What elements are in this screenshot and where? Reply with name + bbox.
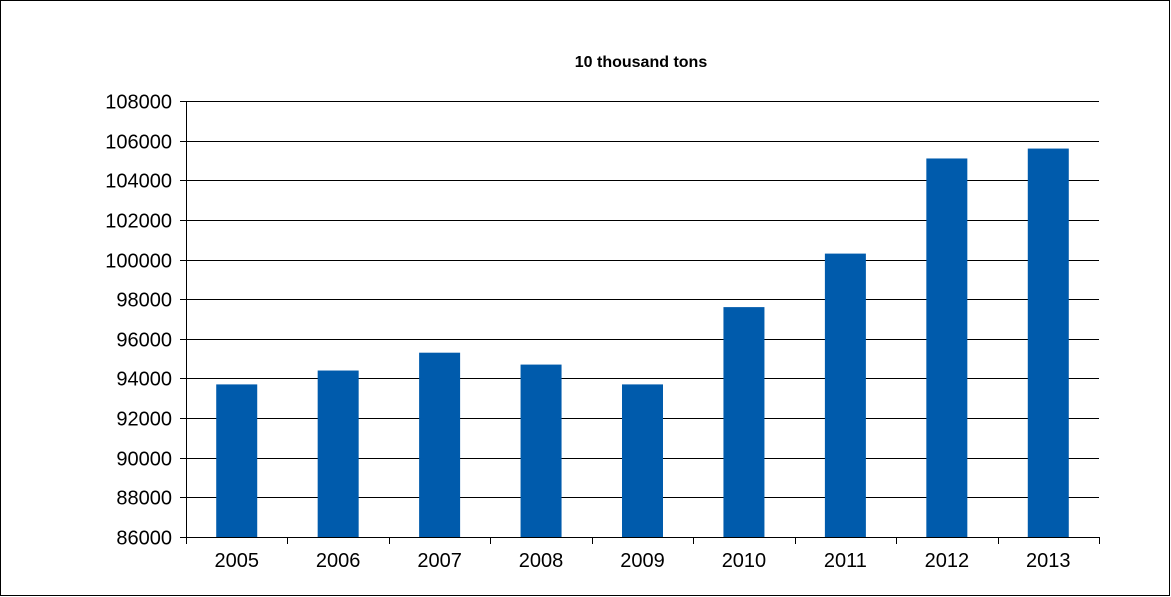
y-tick-label: 94000: [116, 369, 172, 391]
y-tick-label: 88000: [116, 488, 172, 510]
y-tick-label: 108000: [105, 92, 172, 114]
x-tick-label: 2009: [620, 550, 665, 572]
bar-2009: [622, 384, 663, 537]
y-tick-label: 96000: [116, 330, 172, 352]
x-tick-label: 2005: [214, 550, 259, 572]
bar-2006: [317, 370, 359, 537]
bars: [216, 148, 1069, 538]
chart-title: 10 thousand tons: [575, 54, 708, 71]
x-tick-label: 2006: [316, 550, 361, 572]
y-tick-label: 106000: [105, 132, 172, 154]
y-tick-label: 98000: [116, 290, 172, 312]
bar-2008: [520, 364, 562, 537]
x-tick-label: 2010: [722, 550, 767, 572]
y-tick-label: 86000: [116, 528, 172, 550]
axes: [180, 101, 1100, 544]
bar-2011: [824, 253, 866, 537]
y-tick-label: 102000: [105, 211, 172, 233]
bar-2012: [926, 158, 968, 538]
x-tick-labels: 2005 2006 2007 2008 2009 2010 2011 2012 2013: [214, 550, 1070, 572]
x-tick-label: 2013: [1026, 550, 1071, 572]
bar-2007: [419, 352, 461, 537]
bar-2005: [216, 384, 258, 537]
y-tick-label: 92000: [116, 409, 172, 431]
y-tick-label: 90000: [116, 449, 172, 471]
y-tick-label: 104000: [105, 171, 172, 193]
bar-2010: [723, 307, 765, 537]
x-tick-label: 2007: [417, 550, 462, 572]
x-tick-label: 2011: [824, 550, 867, 572]
x-tick-label: 2008: [519, 550, 564, 572]
x-tick-label: 2012: [925, 550, 970, 572]
bar-2013: [1027, 148, 1069, 537]
y-tick-label: 100000: [105, 251, 172, 273]
y-tick-labels: 86000 88000 90000 92000 94000 96000 98000 10000…: [105, 92, 172, 550]
